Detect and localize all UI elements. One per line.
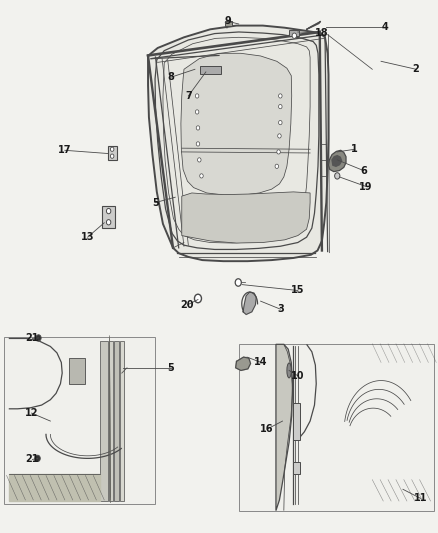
Circle shape (278, 134, 281, 138)
Polygon shape (328, 150, 346, 172)
Polygon shape (148, 26, 328, 261)
Bar (69, 358, 85, 384)
Text: 2: 2 (413, 64, 420, 74)
Circle shape (275, 164, 279, 168)
Text: 12: 12 (25, 408, 38, 418)
Bar (200, 66, 221, 74)
Circle shape (279, 94, 282, 98)
Text: 6: 6 (360, 166, 367, 175)
Polygon shape (9, 474, 100, 501)
Ellipse shape (287, 363, 291, 378)
Circle shape (279, 104, 282, 109)
Bar (109, 341, 113, 501)
Text: 17: 17 (58, 146, 71, 155)
Bar (225, 21, 232, 26)
Text: 19: 19 (360, 182, 373, 191)
Text: 8: 8 (167, 72, 174, 82)
Circle shape (195, 94, 199, 98)
Polygon shape (236, 357, 251, 370)
Text: 21: 21 (26, 455, 39, 464)
Text: 10: 10 (291, 371, 304, 381)
Bar (114, 341, 119, 501)
Text: 18: 18 (315, 28, 329, 38)
Circle shape (110, 147, 114, 151)
Bar (239, 344, 434, 511)
Bar (293, 403, 300, 440)
Text: 3: 3 (277, 304, 284, 314)
Text: 5: 5 (152, 198, 159, 207)
Text: 1: 1 (351, 144, 358, 154)
Circle shape (335, 173, 340, 179)
Text: 14: 14 (254, 358, 268, 367)
Text: 16: 16 (261, 424, 274, 434)
Circle shape (292, 33, 297, 38)
Circle shape (106, 208, 111, 214)
Circle shape (279, 120, 282, 125)
Polygon shape (332, 156, 342, 166)
Circle shape (110, 154, 114, 158)
Text: 13: 13 (81, 232, 94, 242)
Circle shape (106, 220, 111, 225)
Bar (289, 30, 299, 36)
Bar (4, 337, 155, 504)
Circle shape (198, 158, 201, 162)
Bar (108, 146, 117, 160)
Text: 20: 20 (181, 300, 194, 310)
Circle shape (196, 126, 200, 130)
Circle shape (35, 455, 40, 462)
Circle shape (196, 142, 200, 146)
Polygon shape (181, 53, 292, 195)
Text: 21: 21 (26, 334, 39, 343)
Polygon shape (276, 344, 293, 511)
Circle shape (277, 150, 280, 154)
Text: 5: 5 (167, 363, 174, 373)
Polygon shape (182, 192, 310, 243)
Polygon shape (307, 21, 321, 29)
Text: 7: 7 (185, 91, 192, 101)
Bar (293, 462, 300, 474)
Text: 9: 9 (224, 17, 231, 26)
Text: 4: 4 (382, 22, 389, 31)
Text: 11: 11 (414, 494, 427, 503)
Circle shape (194, 294, 201, 303)
Text: 15: 15 (291, 286, 304, 295)
Circle shape (36, 335, 41, 341)
Bar (102, 206, 115, 228)
Polygon shape (243, 292, 256, 314)
Circle shape (235, 279, 241, 286)
Bar (120, 341, 124, 501)
Circle shape (200, 174, 203, 178)
Circle shape (195, 110, 199, 114)
Bar (100, 341, 108, 501)
